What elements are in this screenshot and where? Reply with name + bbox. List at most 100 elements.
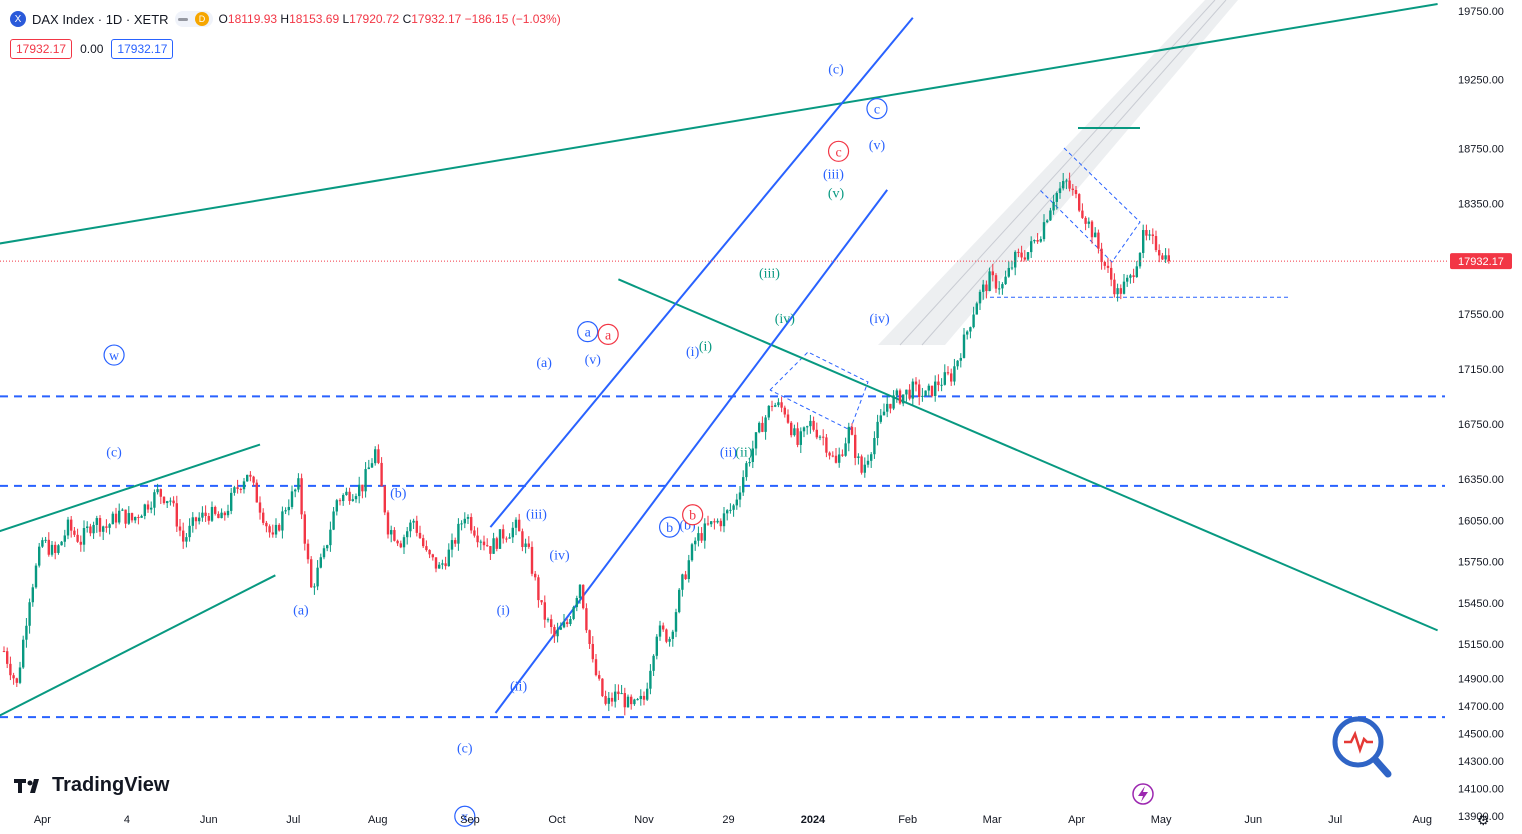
- candle-body: [409, 522, 412, 532]
- candle-body: [1094, 232, 1097, 238]
- minus-icon: [178, 17, 189, 21]
- price-tick-label: 15450.00: [1458, 598, 1504, 610]
- wave-label-circle: [454, 805, 476, 827]
- candle-body: [153, 492, 156, 508]
- channel-gridline: [899, 0, 1216, 346]
- candle-body: [223, 512, 226, 516]
- candle-body: [665, 629, 668, 642]
- candle-body: [60, 541, 63, 546]
- wave-label-text: (ii): [735, 445, 752, 460]
- candle-body: [822, 436, 825, 438]
- symbol-icon[interactable]: X: [10, 11, 26, 27]
- lightning-icon[interactable]: [1132, 783, 1154, 805]
- candle-body: [530, 546, 534, 574]
- candle-body: [668, 638, 671, 642]
- candle-body: [124, 509, 127, 524]
- candle-body: [863, 464, 866, 473]
- candle-body: [396, 540, 399, 544]
- candle-body: [345, 491, 348, 496]
- candle-body: [159, 489, 162, 497]
- candle-body: [82, 528, 86, 545]
- candle-body: [233, 487, 236, 493]
- candle-body: [70, 519, 73, 531]
- wave-label-text: (v): [869, 138, 886, 153]
- candle-body: [511, 527, 514, 538]
- candle-body: [543, 602, 546, 620]
- time-tick-label: 4: [124, 814, 130, 826]
- wave-label-text: (a): [536, 356, 552, 371]
- candle-body: [236, 487, 239, 489]
- candle-body: [38, 546, 41, 566]
- last-price-tag: 17932.17: [1450, 253, 1512, 270]
- wave-label-text: (c): [457, 741, 473, 756]
- candle-body: [521, 531, 524, 548]
- candle-body: [217, 513, 220, 519]
- candle-body: [473, 530, 476, 536]
- candle-body: [18, 667, 22, 683]
- candle-body: [566, 622, 569, 625]
- candle-body: [953, 366, 956, 382]
- price-tick-label: 14700.00: [1458, 701, 1504, 713]
- chart-title[interactable]: DAX Index · 1D · XETR: [32, 11, 169, 27]
- sell-price-box[interactable]: 17932.17: [10, 39, 73, 59]
- candle-body: [422, 538, 425, 547]
- candle-body: [1158, 250, 1161, 256]
- candle-body: [655, 636, 658, 656]
- time-tick-label: May: [1151, 814, 1172, 826]
- candle-body: [988, 271, 991, 292]
- candle-body: [63, 535, 66, 542]
- candle-body: [415, 520, 418, 533]
- gear-icon[interactable]: ⚙: [1477, 812, 1490, 828]
- candle-body: [537, 577, 540, 601]
- buy-price-box[interactable]: 17932.17: [111, 39, 174, 59]
- candle-body: [313, 586, 316, 588]
- candle-body: [860, 456, 863, 473]
- candle-body: [1001, 284, 1004, 289]
- candle-body: [828, 452, 831, 456]
- candle-body: [1020, 252, 1023, 258]
- time-tick-label: 29: [722, 814, 734, 826]
- price-axis[interactable]: 19750.00 19250.00 18750.00 18350.00 17550.00…: [1458, 6, 1504, 823]
- candle-body: [1145, 230, 1148, 236]
- candle-body: [1142, 230, 1145, 253]
- candle-body: [1065, 180, 1068, 182]
- candle-body: [111, 513, 114, 525]
- candle-body: [204, 512, 207, 517]
- candle-body: [1116, 288, 1119, 295]
- time-tick-label: Apr: [34, 814, 51, 826]
- candle-body: [761, 422, 764, 432]
- candle-body: [143, 504, 146, 516]
- candle-body: [9, 663, 12, 676]
- wave-label-text: (i): [686, 345, 700, 360]
- candle-body: [89, 526, 92, 534]
- candle-body: [706, 523, 710, 525]
- candle-body: [716, 520, 719, 523]
- candle-body: [287, 506, 290, 511]
- candle-body: [300, 478, 303, 515]
- candle-body: [57, 545, 60, 553]
- wave-label-text: (c): [828, 63, 844, 78]
- candle-body: [796, 428, 799, 445]
- candle-body: [162, 496, 166, 504]
- tradingview-logo[interactable]: TradingView: [14, 774, 169, 797]
- candle-body: [1129, 275, 1132, 278]
- candle-body: [527, 543, 530, 547]
- wave-label-text: (iv): [549, 549, 570, 564]
- time-axis[interactable]: Apr 4 Jun Jul Aug Sep Oct Nov 29 2024 Feb Mar Apr May…: [34, 814, 1432, 826]
- wave-label-text: (a): [293, 604, 309, 619]
- candle-body: [262, 512, 265, 523]
- candle-body: [108, 524, 111, 528]
- last-price-tag-label: 17932.17: [1458, 256, 1504, 268]
- candle-body: [1135, 266, 1138, 277]
- candle-body: [934, 381, 937, 397]
- price-tick-label: 18350.00: [1458, 199, 1504, 211]
- candle-body: [982, 284, 985, 292]
- market-status-pill[interactable]: D: [174, 11, 213, 27]
- candle-body: [265, 522, 268, 527]
- candle-body: [806, 426, 809, 428]
- candle-body: [332, 511, 335, 530]
- candle-body: [185, 537, 188, 542]
- magnifier-icon[interactable]: [1332, 716, 1392, 778]
- candle-body: [662, 625, 665, 630]
